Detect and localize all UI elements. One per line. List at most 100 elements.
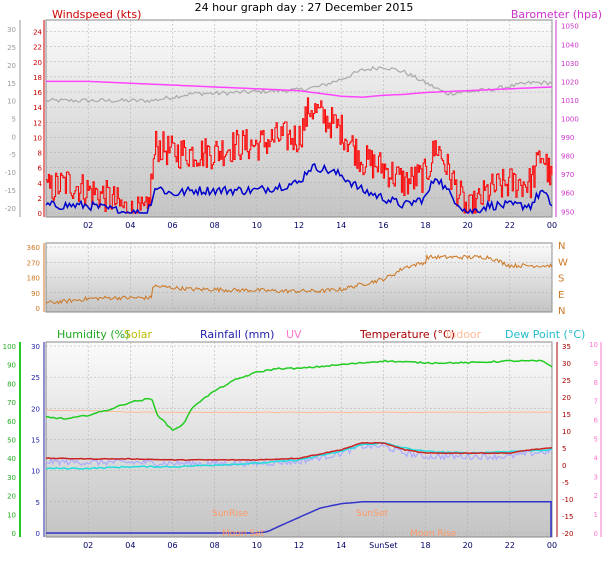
time-tick-label: 12 (294, 541, 304, 550)
outer-tick-label: 15 (7, 80, 16, 88)
legend-uv: UV (286, 328, 302, 341)
outer-tick-label: -5 (9, 151, 16, 159)
time-tick-label: 06 (167, 221, 177, 230)
direction-tick-label: 0 (36, 305, 40, 313)
humidity-tick-label: 100 (3, 343, 16, 351)
outer-tick-label: 30 (7, 26, 16, 34)
barometer-tick-label: 1050 (561, 23, 579, 31)
uv-tick-label: 8 (594, 379, 598, 387)
time-tick-label: 20 (463, 221, 473, 230)
uv-tick-label: 7 (594, 398, 598, 406)
time-tick-label: 04 (125, 541, 135, 550)
barometer-label: Barometer (hpa) (511, 8, 602, 21)
time-tick-label: 22 (505, 221, 515, 230)
legend-rainfall: Rainfall (mm) (200, 328, 274, 341)
time-tick-label: 22 (505, 541, 515, 550)
page-title: 24 hour graph day : 27 December 2015 (195, 1, 414, 14)
time-tick-label: 20 (463, 541, 473, 550)
compass-label: N (558, 241, 565, 252)
barometer-tick-label: 970 (561, 171, 574, 179)
temperature-line (45, 441, 553, 461)
annotation-sunrise: SunRise (212, 509, 249, 519)
temperature-tick-label: 0 (562, 462, 566, 470)
temperature-tick-label: -15 (562, 513, 573, 521)
time-tick-label: 14 (336, 541, 346, 550)
rainfall-line (46, 501, 552, 534)
windspeed-tick-label: 4 (38, 180, 43, 188)
outer-tick-label: 0 (12, 133, 16, 141)
indoor-line (45, 409, 553, 414)
time-tick-label: 08 (210, 221, 220, 230)
compass-label: N (558, 306, 565, 317)
uv-tick-label: 3 (594, 473, 598, 481)
outer-tick-label: -15 (5, 187, 16, 195)
direction-tick-label: 270 (27, 259, 40, 267)
annotation-moonrise: Moon Rise (410, 529, 457, 539)
time-tick-label: 18 (420, 221, 430, 230)
humidity-tick-label: 10 (7, 511, 16, 519)
barometer-tick-label: 980 (561, 153, 574, 161)
legend-dewpoint: Dew Point (°C) (505, 328, 585, 341)
time-tick-label: 16 (378, 221, 388, 230)
outer-tick-label: 10 (7, 98, 16, 106)
outer-tick-label: -20 (5, 205, 16, 213)
humidity-tick-label: 60 (7, 418, 16, 426)
humidity-tick-label: 20 (7, 493, 16, 501)
outer-tick-label: -10 (5, 169, 16, 177)
uv-tick-label: 0 (594, 530, 598, 538)
uv-tick-label: 6 (594, 417, 599, 425)
annotation-sunset: SunSet (356, 509, 388, 519)
windspeed-tick-label: 2 (38, 195, 42, 203)
barometer-tick-label: 950 (561, 208, 574, 216)
temperature-tick-label: 10 (562, 428, 571, 436)
compass-label: E (558, 290, 564, 301)
time-tick-label: 04 (125, 221, 135, 230)
annotation-moonset: Moon Set (222, 529, 265, 539)
temperature-tick-label: 25 (562, 377, 571, 385)
time-tick-label: 06 (167, 541, 177, 550)
windspeed-tick-label: 20 (33, 59, 42, 67)
outer-tick-label: 5 (12, 116, 16, 124)
windspeed-tick-label: 10 (33, 134, 42, 142)
time-tick-label: 02 (83, 221, 93, 230)
uv-tick-label: 10 (589, 341, 598, 349)
windspeed-label: Windspeed (kts) (52, 8, 141, 21)
barometer-tick-label: 1000 (561, 116, 579, 124)
time-tick-label: 10 (252, 221, 262, 230)
humidity-tick-label: 50 (7, 437, 16, 445)
time-tick-label: 00 (547, 541, 557, 550)
wind-avg-line (45, 162, 553, 215)
rainfall-tick-label: 10 (31, 468, 40, 476)
windspeed-tick-label: 16 (33, 89, 42, 97)
temperature-tick-label: 30 (562, 360, 571, 368)
barometer-tick-label: 1030 (561, 60, 579, 68)
outer-tick-label: 20 (7, 62, 16, 70)
rainfall-tick-label: 25 (31, 374, 40, 382)
humidity-tick-label: 40 (7, 455, 16, 463)
time-tick-label: 12 (294, 221, 304, 230)
legend-indoor: Indoor (446, 328, 482, 341)
windspeed-tick-label: 8 (38, 150, 42, 158)
humidity-line (45, 359, 553, 431)
rainfall-tick-label: 5 (36, 499, 40, 507)
rainfall-tick-label: 15 (31, 437, 40, 445)
time-tick-label: 18 (420, 541, 430, 550)
compass-label: S (558, 274, 564, 285)
uv-tick-label: 2 (594, 492, 598, 500)
time-tick-label: 00 (547, 221, 557, 230)
windspeed-tick-label: 18 (33, 74, 42, 82)
barometer-line (46, 80, 553, 98)
time-tick-label: SunSet (369, 541, 397, 550)
humidity-tick-label: 30 (7, 474, 16, 482)
direction-tick-label: 90 (31, 290, 40, 298)
uv-tick-label: 5 (594, 436, 598, 444)
barometer-tick-label: 1020 (561, 78, 579, 86)
barometer-tick-label: 990 (561, 134, 574, 142)
time-tick-label: 14 (336, 221, 346, 230)
wind-direction-line (45, 253, 553, 305)
time-tick-label: 02 (83, 541, 93, 550)
barometer-tick-label: 960 (561, 190, 574, 198)
uv-tick-label: 9 (594, 360, 598, 368)
humidity-tick-label: 90 (7, 362, 16, 370)
